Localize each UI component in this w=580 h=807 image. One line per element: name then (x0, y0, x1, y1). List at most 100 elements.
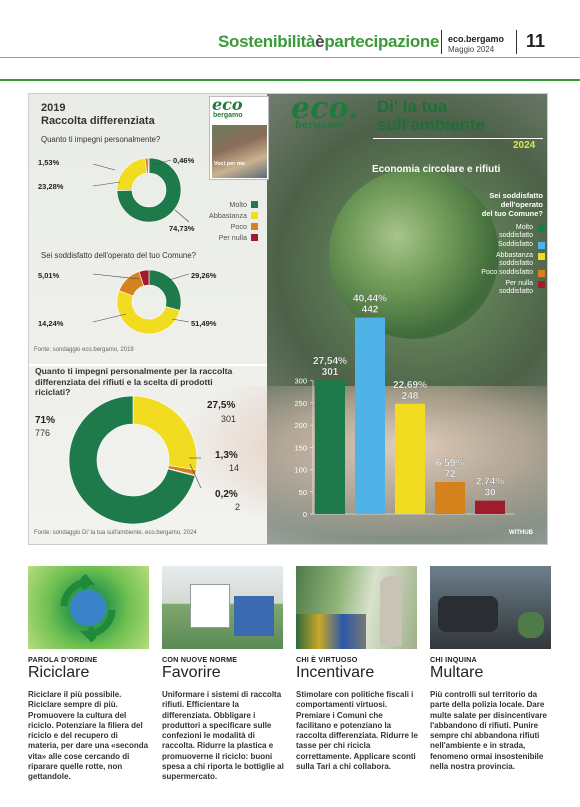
leader-line (168, 273, 190, 281)
donut-2019-q2 (116, 269, 182, 335)
column-4-kicker: CHI INQUINA (430, 655, 477, 664)
pie-2024-pct-pernulla: 0,2% (215, 489, 238, 500)
source-2019: Fonte: sondaggio eco.bergamo, 2019 (34, 347, 134, 353)
column-3-keyword: Incentivare (296, 664, 375, 681)
leader-line (92, 163, 116, 171)
pie-2024-count-poco: 14 (229, 463, 240, 473)
pct-molto-2019-q1: 74,73% (169, 224, 195, 233)
moss-globe-image (329, 169, 499, 339)
bar-value-label: 301 (322, 367, 339, 378)
pct-molto-2019-q2: 29,26% (191, 271, 217, 280)
recycle-box-icon (190, 584, 230, 628)
legend-swatch (251, 234, 258, 241)
bar-legend-item: Per nulla soddisfatto (449, 280, 545, 297)
column-1-kicker: PAROLA D'ORDINE (28, 655, 98, 664)
leader-line (92, 273, 140, 280)
bar (435, 482, 465, 514)
pie-2024-pct-molto: 71% (35, 415, 56, 426)
donut-2019-q1 (116, 157, 182, 223)
legend-swatch (251, 223, 258, 230)
survey-2024-question: Quanto ti impegni personalmente per la r… (35, 366, 233, 397)
survey-2019-q2: Sei soddisfatto dell'operato del tuo Com… (41, 251, 196, 260)
column-2-kicker: CON NUOVE NORME (162, 655, 238, 664)
bar-percent-label: 27,54% (313, 356, 347, 367)
donut-slice (138, 269, 150, 287)
brand-logo-eco: eco. (291, 93, 359, 126)
bar-chart: 0 50 100 150 200 250 300 27,54%301 40,44%442 22,6… (294, 294, 515, 519)
brand-subtitle: Economia circolare e rifiuti (372, 164, 501, 175)
column-4-keyword: Multare (430, 664, 484, 681)
bar-percent-label: 22,69% (393, 380, 427, 391)
bar-value-label: 442 (362, 305, 379, 316)
bar-value-label: 72 (444, 469, 456, 480)
y-tick-label: 100 (294, 466, 307, 475)
donut-2024 (68, 395, 198, 525)
donut-slice (147, 157, 150, 174)
leader-line (92, 181, 121, 187)
bar-percent-label: 2,74% (476, 477, 504, 488)
bar-legend-item: Abbastanza soddisfatto (449, 252, 545, 269)
leader-line (189, 463, 202, 489)
pct-abbastanza-2019-q1: 23,28% (38, 182, 64, 191)
y-tick-label: 150 (294, 443, 307, 452)
survey-2019-q1: Quanto ti impegni personalmente? (41, 135, 161, 144)
legend-swatch (251, 201, 258, 208)
bar-percent-label: 40,44% (353, 294, 387, 305)
header-rule (0, 57, 580, 58)
bar (395, 403, 425, 514)
legend-abbastanza: Abbastanza (209, 211, 247, 220)
green-rule (0, 79, 580, 81)
donut-slice (132, 395, 198, 471)
donut-slice (148, 269, 182, 311)
pct-pernulla-2019-q2: 5,01% (38, 271, 60, 280)
infographic: 2019 Raccolta differenziata Quanto ti im… (28, 93, 548, 545)
leader-line (174, 209, 190, 223)
leader-line (171, 318, 190, 323)
bins-row (296, 614, 366, 649)
leader-line (152, 159, 172, 166)
waste-bag (518, 612, 544, 638)
legend-per-nulla: Per nulla (218, 233, 247, 242)
bar-legend-item: Soddisfatto (449, 241, 545, 252)
column-1-body: Riciclare il più possibile. Riciclare se… (28, 690, 149, 782)
y-tick-label: 250 (294, 399, 307, 408)
brand-year: 2024 (513, 140, 536, 151)
pie-2024-pct-abbastanza: 27,5% (207, 400, 236, 411)
legend-swatch (538, 242, 545, 249)
survey-2024-donut (68, 395, 202, 525)
woman-recycling-image (296, 566, 417, 649)
column-3-body: Stimolare con politiche fiscali i compor… (296, 690, 418, 772)
bar (475, 500, 505, 514)
section-divider (29, 364, 267, 366)
header-divider (441, 30, 442, 54)
bar-legend-item: Molto soddisfatto (449, 224, 545, 241)
pie-2024-count-molto: 776 (35, 428, 51, 438)
leader-line (92, 313, 127, 323)
section-title: Sostenibilitàèpartecipazione (218, 32, 440, 51)
bar-value-label: 248 (402, 391, 419, 402)
bin-icon (234, 596, 274, 636)
column-2-keyword: Favorire (162, 664, 221, 681)
survey-2019-donuts (92, 157, 190, 335)
column-1-keyword: Riciclare (28, 664, 90, 681)
brand-logo-bergamo: bergamo (295, 120, 345, 131)
donut-slice (116, 290, 181, 335)
column-3-kicker: CHI È VIRTUOSO (296, 655, 358, 664)
column-4-body: Più controlli sul territorio da parte de… (430, 690, 547, 772)
donut-slice (68, 395, 196, 525)
y-tick-label: 200 (294, 421, 307, 430)
bar (355, 317, 385, 514)
publication-name: eco.bergamo (448, 34, 505, 44)
page-number: 11 (526, 31, 546, 51)
brand-title-line1: Di' la tua (377, 97, 448, 116)
pct-poco-2019-q1: 1,53% (38, 158, 60, 167)
donut-slice (116, 157, 182, 223)
legend-poco: Poco (230, 222, 247, 231)
pct-abbastanza-2019-q2: 51,49% (191, 319, 217, 328)
pie-2024-count-pernulla: 2 (235, 502, 241, 512)
survey-2019-title: Raccolta differenziata (41, 115, 155, 127)
pie-2024-pct-poco: 1,3% (215, 450, 238, 461)
person-figure (380, 576, 402, 646)
recycle-icon (60, 573, 116, 643)
recycle-globe-image (28, 566, 149, 649)
